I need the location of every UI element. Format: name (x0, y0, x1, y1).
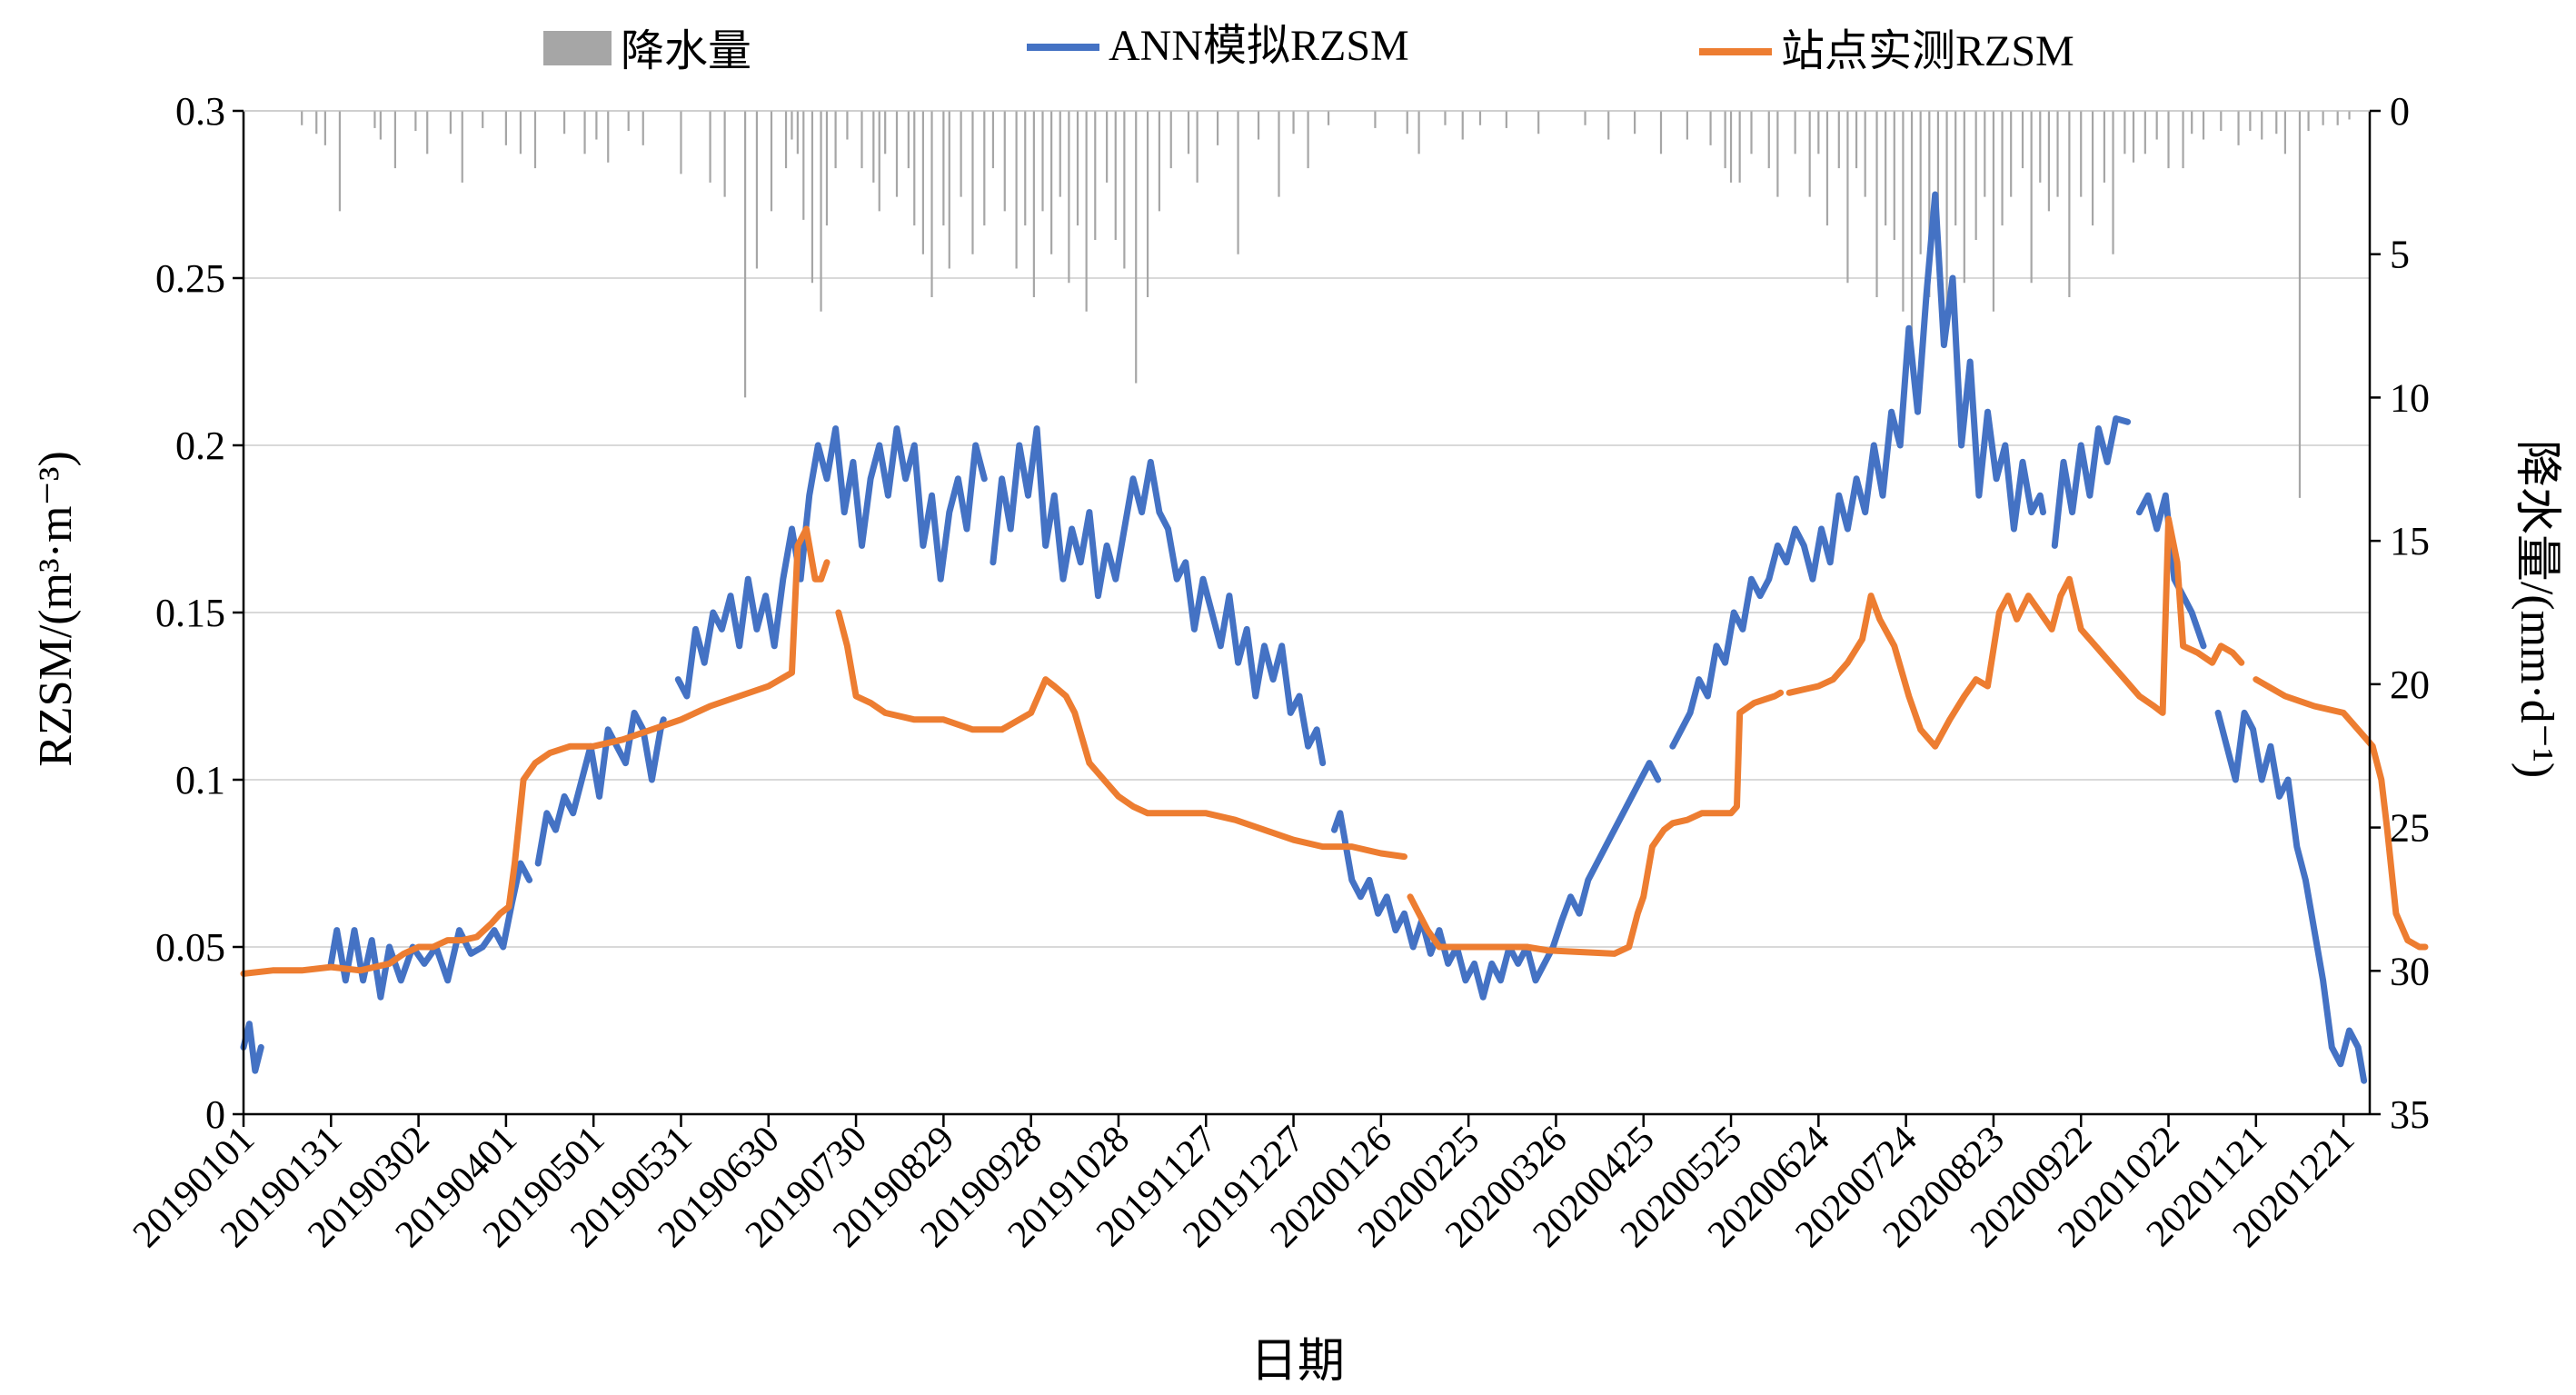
right-y-tick-label: 0 (2390, 89, 2410, 134)
right-y-tick-label: 15 (2390, 519, 2430, 563)
series-lines (240, 191, 2429, 1084)
ann-series-segment (240, 1021, 264, 1074)
ann-series-segment (2051, 415, 2132, 549)
observed-series-segment (1785, 515, 2245, 750)
left-y-tick-label: 0.15 (155, 591, 225, 635)
ann-series-segment (990, 425, 1327, 767)
right-y-tick-label: 30 (2390, 949, 2430, 993)
x-tick-labels: 2019010120190131201903022019040120190501… (125, 1119, 2362, 1256)
left-y-tick-label: 0.3 (175, 89, 225, 134)
observed-series-segment (2253, 676, 2429, 951)
observed-series-segment (835, 609, 1407, 861)
left-y-tick-label: 0.2 (175, 423, 225, 468)
right-y-tick-labels: 0 5 10 15 20 25 30 35 (2390, 89, 2430, 1137)
left-y-tick-label: 0.25 (155, 256, 225, 301)
left-y-tick-label: 0.1 (175, 758, 225, 802)
legend-label-observed: 站点实测RZSM (1781, 27, 2074, 75)
ann-series-segment (534, 709, 667, 867)
left-y-tick-label: 0.05 (155, 925, 225, 970)
left-y-tick-label: 0 (205, 1092, 225, 1137)
precipitation-bars (301, 111, 2351, 498)
gridlines (244, 277, 2370, 948)
legend-label-ann: ANN模拟RZSM (1109, 22, 1409, 70)
observed-series-segment (1407, 689, 1785, 957)
axes (233, 109, 2381, 1127)
left-y-axis-title: RZSM/(m³·m⁻³) (30, 451, 82, 767)
ann-series-segment (674, 425, 988, 700)
ann-series-segment (2214, 709, 2368, 1084)
right-y-tick-label: 35 (2390, 1092, 2430, 1137)
ann-series-segment (2135, 492, 2207, 650)
ann-series-segment (327, 860, 533, 1001)
left-y-tick-labels: 0 0.05 0.1 0.15 0.2 0.25 0.3 (155, 89, 225, 1137)
right-y-tick-label: 20 (2390, 663, 2430, 707)
x-axis-title: 日期 (1250, 1336, 1345, 1388)
observed-series-segment (240, 525, 830, 977)
ann-series-segment (1669, 191, 2046, 750)
ann-series-segment (1331, 760, 1662, 1001)
legend: 降水量 ANN模拟RZSM 站点实测RZSM (543, 22, 2074, 75)
legend-label-precipitation: 降水量 (621, 27, 751, 75)
right-y-tick-label: 25 (2390, 806, 2430, 851)
right-y-tick-label: 5 (2390, 233, 2410, 277)
right-y-tick-label: 10 (2390, 375, 2430, 420)
right-y-axis-title: 降水量/(mm·d⁻¹) (2511, 440, 2562, 778)
legend-swatch-precipitation (543, 31, 612, 65)
